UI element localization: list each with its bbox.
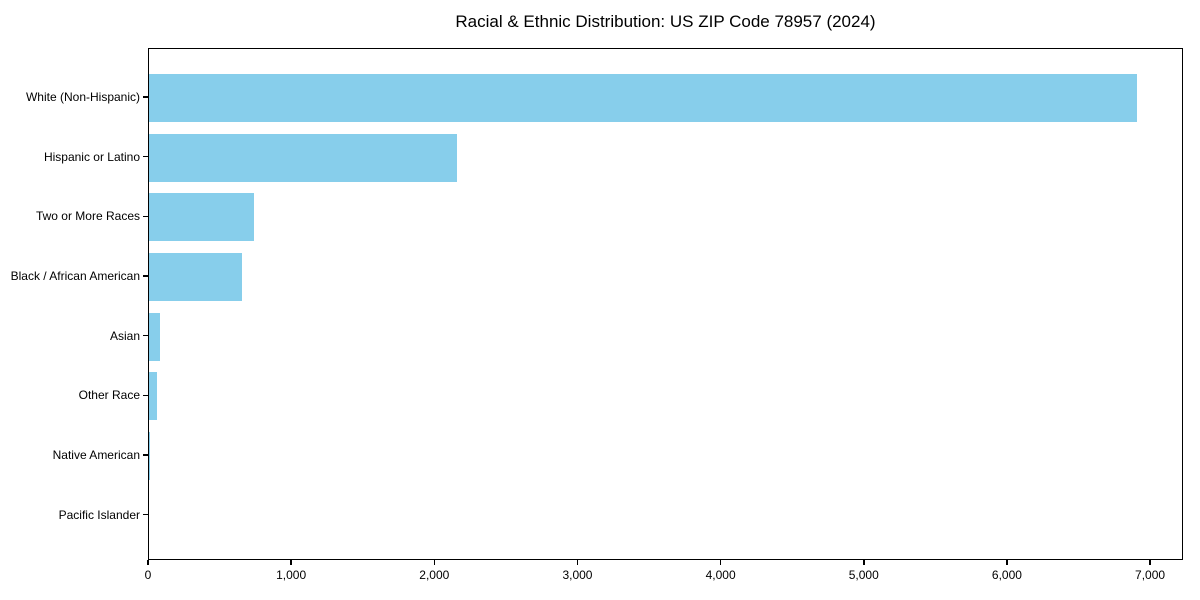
bar-hispanic-or-latino <box>149 133 457 182</box>
y-tick-mark <box>143 155 148 158</box>
x-tick-mark <box>719 560 722 565</box>
x-tick-label: 2,000 <box>419 568 450 582</box>
y-tick-mark <box>143 394 148 396</box>
y-tick-label: Hispanic or Latino <box>43 149 140 164</box>
x-tick-label: 4,000 <box>705 568 736 582</box>
chart-title: Racial & Ethnic Distribution: US ZIP Cod… <box>455 12 876 31</box>
y-tick-mark <box>143 454 148 456</box>
y-tick-label: White (Non-Hispanic) <box>25 90 140 104</box>
x-tick-label: 5,000 <box>848 568 879 582</box>
y-tick-mark <box>143 215 148 218</box>
y-tick-mark <box>143 334 148 337</box>
x-tick-mark <box>1006 560 1008 565</box>
x-tick-mark <box>147 560 149 565</box>
x-tick-label: 0 <box>144 568 152 582</box>
x-tick-mark <box>863 560 865 565</box>
x-tick-label: 7,000 <box>1135 568 1166 582</box>
x-tick-label: 6,000 <box>991 568 1022 582</box>
y-tick-label: Black / African American <box>10 268 140 283</box>
plot-area <box>148 48 1183 560</box>
bar-asian <box>149 312 160 361</box>
y-tick-mark <box>143 513 148 516</box>
y-tick-mark <box>143 96 148 98</box>
x-tick-mark <box>290 560 292 565</box>
y-tick-label: Asian <box>109 328 140 343</box>
y-tick-mark <box>143 275 148 277</box>
x-tick-mark <box>576 560 579 565</box>
bar-native-american <box>149 431 150 480</box>
bar-two-or-more-races <box>149 193 254 242</box>
y-tick-label: Two or More Races <box>35 209 140 224</box>
x-tick-mark <box>433 560 436 565</box>
y-tick-label: Pacific Islander <box>58 507 140 522</box>
y-tick-label: Native American <box>52 447 140 462</box>
x-tick-label: 3,000 <box>562 568 593 582</box>
bar-white-non-hispanic <box>149 74 1137 122</box>
y-tick-label: Other Race <box>78 388 140 403</box>
bar-black-african-american <box>149 252 243 301</box>
x-tick-label: 1,000 <box>276 568 307 582</box>
bar-other-race <box>149 372 157 421</box>
x-tick-mark <box>1149 560 1151 565</box>
